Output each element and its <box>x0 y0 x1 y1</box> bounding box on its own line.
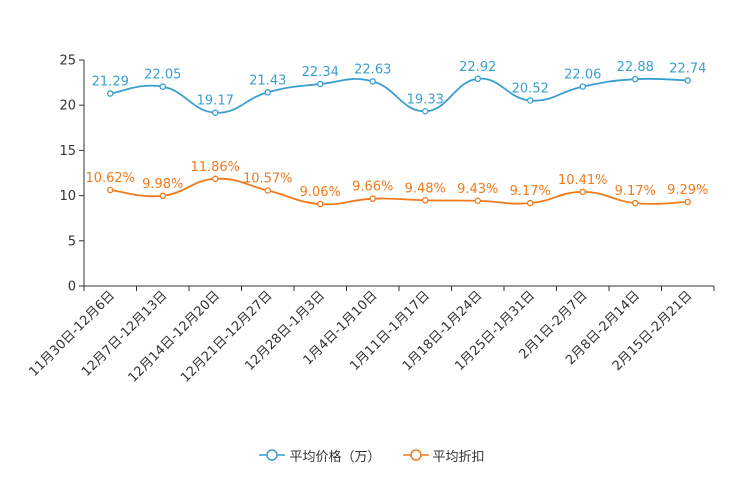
line-chart: 051015202511月30日-12月6日12月7日-12月13日12月14日… <box>26 54 715 386</box>
data-label: 19.33 <box>407 92 444 107</box>
data-label: 10.62% <box>85 171 135 186</box>
data-label: 22.74 <box>669 61 706 76</box>
data-point[interactable] <box>632 199 639 207</box>
data-point[interactable] <box>474 197 481 205</box>
data-label: 9.06% <box>300 185 341 200</box>
data-point[interactable] <box>316 80 324 88</box>
data-point[interactable] <box>527 199 534 207</box>
data-label: 9.98% <box>142 177 183 192</box>
legend-item-discount[interactable]: 平均折扣 <box>402 446 485 465</box>
data-point[interactable] <box>159 192 166 200</box>
legend-price-marker-icon <box>259 449 286 461</box>
y-tick-label: 10 <box>59 189 76 204</box>
data-label: 9.17% <box>615 184 656 199</box>
data-point[interactable] <box>421 108 429 115</box>
legend-price-label: 平均价格（万） <box>289 449 381 465</box>
data-label: 19.17 <box>197 94 234 109</box>
y-tick-label: 0 <box>68 280 76 295</box>
data-label: 22.34 <box>302 65 339 80</box>
data-label: 21.29 <box>92 75 129 90</box>
data-label: 22.92 <box>459 60 496 75</box>
x-tick-label: 12月14日-12月20日 <box>126 288 223 385</box>
data-point[interactable] <box>369 78 376 85</box>
data-point[interactable] <box>264 89 271 96</box>
data-point[interactable] <box>579 188 587 196</box>
data-label: 9.66% <box>352 180 393 195</box>
data-label: 9.43% <box>457 182 498 197</box>
data-label: 22.63 <box>354 62 391 77</box>
data-point[interactable] <box>211 175 219 183</box>
data-point[interactable] <box>632 75 639 83</box>
y-tick-label: 5 <box>68 234 76 249</box>
data-label: 22.06 <box>564 68 601 83</box>
data-point[interactable] <box>421 197 429 204</box>
data-label: 9.17% <box>510 184 551 199</box>
data-point[interactable] <box>474 75 481 83</box>
chart-legend: 平均价格（万） 平均折扣 <box>0 444 744 466</box>
y-tick-label: 25 <box>59 54 76 69</box>
data-point[interactable] <box>684 77 692 84</box>
series-line-discount <box>110 177 688 206</box>
data-label: 21.43 <box>249 73 286 88</box>
data-point[interactable] <box>264 187 271 194</box>
data-point[interactable] <box>159 83 166 90</box>
data-label: 10.57% <box>243 171 293 186</box>
x-tick-label: 11月30日-12月6日 <box>26 288 118 380</box>
legend-item-price[interactable]: 平均价格（万） <box>259 446 381 465</box>
data-point[interactable] <box>107 90 114 97</box>
data-label: 10.41% <box>558 173 608 188</box>
x-tick-label: 12月21日-12月27日 <box>178 288 275 385</box>
data-label: 22.88 <box>617 60 654 75</box>
data-point[interactable] <box>684 198 692 206</box>
data-label: 9.48% <box>405 181 446 196</box>
data-label: 11.86% <box>190 160 240 175</box>
data-point[interactable] <box>527 97 534 104</box>
y-tick-label: 15 <box>59 144 76 159</box>
data-point[interactable] <box>316 200 324 208</box>
legend-discount-marker-icon <box>402 449 429 461</box>
data-label: 9.29% <box>667 183 708 198</box>
data-point[interactable] <box>369 195 376 202</box>
data-point[interactable] <box>211 109 219 116</box>
data-point[interactable] <box>579 83 587 90</box>
legend-discount-label: 平均折扣 <box>432 449 485 465</box>
data-point[interactable] <box>107 186 114 194</box>
y-tick-label: 20 <box>59 99 76 114</box>
data-label: 20.52 <box>512 81 549 96</box>
data-label: 22.05 <box>144 68 181 83</box>
